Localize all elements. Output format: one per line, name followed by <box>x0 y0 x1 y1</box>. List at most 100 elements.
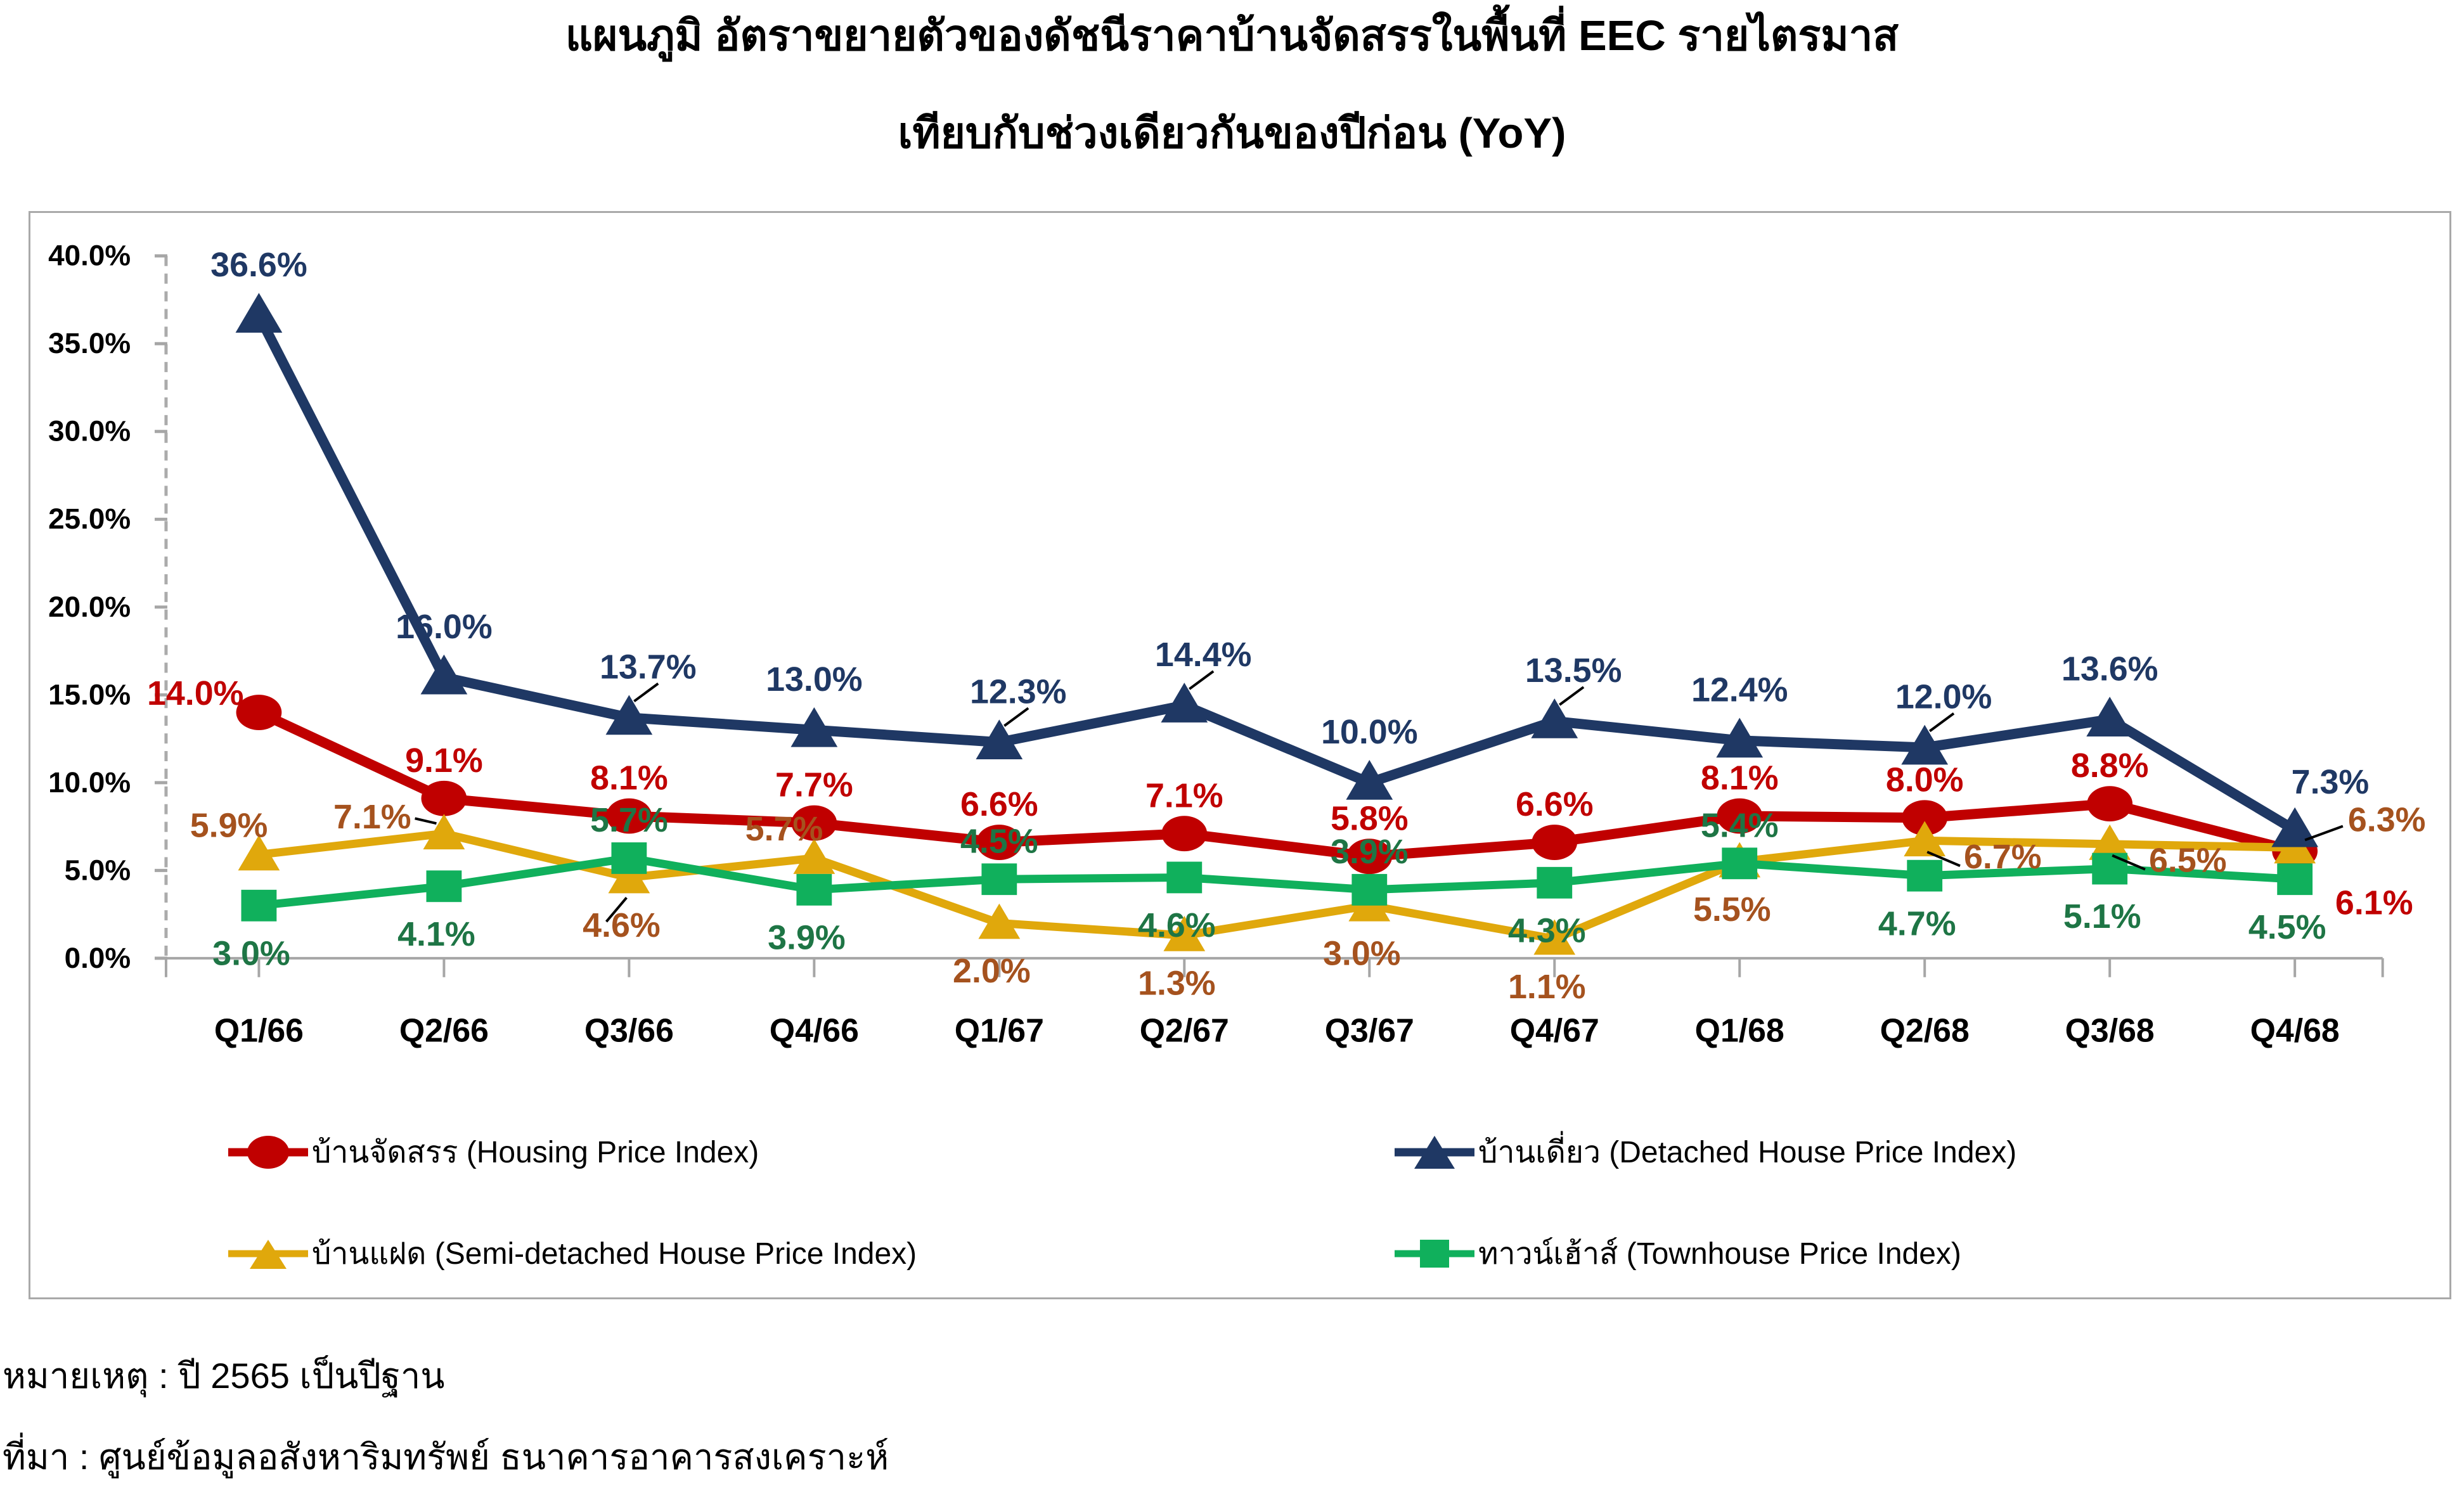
data-label-semi-Q3/68: 6.5% <box>2149 842 2227 880</box>
x-axis-tick-label: Q2/67 <box>1140 1012 1229 1048</box>
x-axis-tick-label: Q3/66 <box>584 1012 674 1048</box>
data-label-town-Q2/66: 4.1% <box>397 915 475 953</box>
series-marker-detached <box>1531 698 1578 738</box>
y-axis-tick-label: 20.0% <box>48 591 131 623</box>
data-label-leader-semi <box>605 897 628 923</box>
series-marker-detached <box>2086 697 2134 737</box>
y-axis-tick-label: 30.0% <box>48 415 131 447</box>
series-marker-semi <box>978 903 1021 939</box>
x-axis-tick-label: Q1/68 <box>1695 1012 1784 1048</box>
x-axis-tick-label: Q3/68 <box>2065 1012 2155 1048</box>
y-axis-tick-label: 5.0% <box>65 854 131 886</box>
x-axis-tick-label: Q4/68 <box>2250 1012 2340 1048</box>
series-marker-semi <box>238 835 280 871</box>
data-label-semi-Q2/68: 6.7% <box>1964 838 2042 876</box>
data-label-detached-Q3/68: 13.6% <box>2061 650 2158 688</box>
series-marker-town <box>1907 859 1943 892</box>
series-marker-town <box>1722 847 1758 880</box>
series-marker-housing <box>1346 839 1393 875</box>
data-label-detached-Q2/66: 16.0% <box>396 608 493 646</box>
legend-label-detached: บ้านเดี่ยว (Detached House Price Index) <box>1478 1136 2017 1169</box>
data-label-town-Q3/66: 5.7% <box>590 801 668 839</box>
legend-label-town: ทาวน์เฮ้าส์ (Townhouse Price Index) <box>1478 1237 1961 1271</box>
data-label-town-Q3/67: 3.9% <box>1331 833 1409 871</box>
data-label-housing-Q1/67: 6.6% <box>960 785 1038 823</box>
data-label-town-Q2/68: 4.7% <box>1878 904 1956 942</box>
y-axis-tick-label: 25.0% <box>48 503 131 535</box>
chart-title-line1: แผนภูมิ อัตราขยายตัวของดัชนีราคาบ้านจัดส… <box>565 12 1899 60</box>
data-label-housing-Q3/67: 5.8% <box>1331 799 1409 837</box>
data-label-housing-Q4/67: 6.6% <box>1516 785 1594 823</box>
data-label-leader-semi <box>2112 854 2146 871</box>
x-axis-tick-label: Q4/67 <box>1510 1012 1599 1048</box>
x-axis-tick-label: Q2/66 <box>399 1012 489 1048</box>
y-axis-tick-label: 35.0% <box>48 327 131 359</box>
data-label-leader-semi <box>1926 851 1961 867</box>
data-label-semi-Q4/68: 6.3% <box>2348 800 2426 839</box>
data-label-detached-Q1/66: 36.6% <box>210 246 307 284</box>
data-label-detached-Q3/67: 10.0% <box>1321 713 1418 751</box>
chart-title-line2: เทียบกับช่วงเดียวกันของปีก่อน (YoY) <box>898 110 1566 157</box>
series-marker-detached <box>1161 683 1208 723</box>
legend-item-town: ทาวน์เฮ้าส์ (Townhouse Price Index) <box>1393 1231 1961 1276</box>
data-label-semi-Q4/66: 5.7% <box>745 810 823 848</box>
data-label-semi-Q2/66: 7.1% <box>333 798 411 836</box>
legend-marker-housing-circle-icon <box>228 1136 308 1169</box>
series-marker-detached <box>790 707 838 747</box>
series-marker-semi <box>1533 919 1576 955</box>
legend-label-housing: บ้านจัดสรร (Housing Price Index) <box>312 1136 759 1169</box>
series-marker-housing <box>421 780 467 816</box>
y-axis-tick-label: 15.0% <box>48 678 131 710</box>
data-label-town-Q2/67: 4.6% <box>1138 906 1216 944</box>
series-marker-detached <box>1716 717 1764 758</box>
series-marker-housing <box>236 695 282 730</box>
data-label-semi-Q2/67: 1.3% <box>1138 965 1216 1003</box>
y-axis-tick-label: 0.0% <box>65 942 131 974</box>
data-label-housing-Q3/66: 8.1% <box>590 759 668 797</box>
data-label-housing-Q1/66: 14.0% <box>147 674 244 712</box>
series-marker-housing <box>791 805 837 841</box>
series-marker-town <box>1351 873 1388 906</box>
data-label-housing-Q2/66: 9.1% <box>405 742 483 780</box>
data-label-semi-Q1/68: 5.5% <box>1693 890 1771 929</box>
data-label-town-Q1/67: 4.5% <box>960 822 1038 860</box>
data-label-leader-detached <box>633 682 659 703</box>
plot-svg: 0.0% 5.0% 10.0% 15.0% 20.0% 25.0% 30.0% 35.0% 40… <box>48 240 2426 1049</box>
series-marker-housing <box>1161 816 1208 852</box>
data-label-housing-Q4/68: 6.1% <box>2335 884 2413 922</box>
x-axis-tick-label: Q1/66 <box>214 1012 304 1048</box>
series-line-detached <box>254 310 2300 835</box>
x-axis-tick-label: Q3/67 <box>1325 1012 1414 1048</box>
series-marker-housing <box>2087 786 2133 821</box>
series-marker-housing <box>1902 800 1948 836</box>
series-marker-town <box>241 889 277 922</box>
series-marker-town <box>796 873 832 906</box>
data-label-detached-Q3/66: 13.7% <box>600 648 697 686</box>
series-marker-town <box>1537 866 1573 899</box>
legend-marker-town-square-icon <box>1395 1240 1474 1268</box>
note-source: ที่มา : ศูนย์ข้อมูลอสังหาริมทรัพย์ ธนาคา… <box>3 1437 889 1477</box>
y-axis-tick-label: 10.0% <box>48 766 131 799</box>
legend-item-detached: บ้านเดี่ยว (Detached House Price Index) <box>1393 1130 2016 1174</box>
x-axis-tick-label: Q1/67 <box>955 1012 1044 1048</box>
series-marker-town <box>981 863 1017 896</box>
data-label-detached-Q1/67: 12.3% <box>970 672 1067 710</box>
legend-item-housing: บ้านจัดสรร (Housing Price Index) <box>227 1130 759 1174</box>
x-axis-tick-label: Q4/66 <box>770 1012 859 1048</box>
series-marker-town <box>1166 861 1203 894</box>
series-marker-detached <box>1901 724 1949 765</box>
series-marker-housing <box>976 825 1022 860</box>
series-marker-housing <box>606 798 652 834</box>
data-label-detached-Q4/67: 13.5% <box>1525 652 1622 690</box>
legend-marker-detached-triangle-icon <box>1395 1136 1474 1169</box>
note-base-year: หมายเหตุ : ปี 2565 เป็นปีฐาน <box>3 1356 445 1396</box>
data-label-town-Q1/66: 3.0% <box>212 934 290 972</box>
data-label-housing-Q1/68: 8.1% <box>1701 759 1779 797</box>
data-label-leader-detached <box>1189 670 1215 690</box>
x-axis-tick-label: Q2/68 <box>1880 1012 1970 1048</box>
series-marker-town <box>2277 863 2313 896</box>
data-label-detached-Q4/66: 13.0% <box>766 660 863 698</box>
series-line-semi <box>254 829 2299 943</box>
y-axis-tick-label: 40.0% <box>48 240 131 272</box>
